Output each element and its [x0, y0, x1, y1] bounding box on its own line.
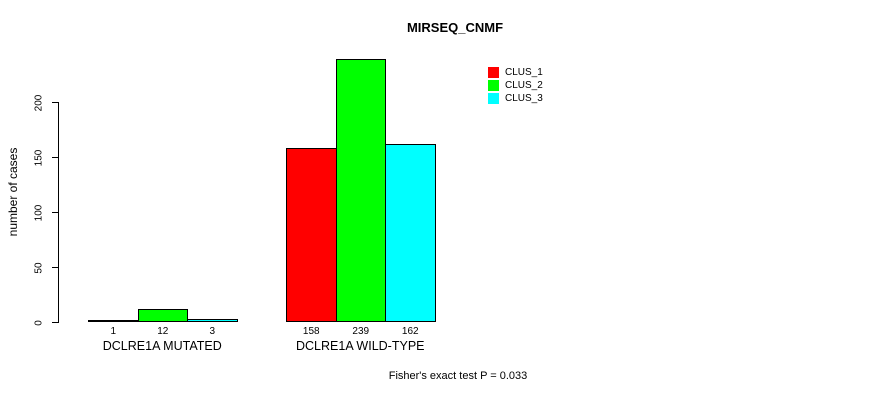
legend-label: CLUS_2 [505, 80, 543, 91]
bar-value-label: 1 [110, 326, 117, 337]
legend-swatch [488, 67, 499, 78]
bar-value-label: 239 [352, 326, 370, 337]
bar-clus_1-group1 [88, 320, 139, 322]
y-axis-tick-label: 200 [33, 94, 45, 111]
legend-item: CLUS_3 [488, 92, 543, 105]
legend-swatch [488, 93, 499, 104]
legend-label: CLUS_3 [505, 93, 543, 104]
y-axis [58, 102, 59, 323]
category-label: DCLRE1A MUTATED [102, 339, 222, 353]
legend-label: CLUS_1 [505, 67, 543, 78]
bar-value-label: 3 [209, 326, 216, 337]
y-axis-tick [52, 267, 58, 268]
y-axis-tick-label: 0 [33, 319, 45, 326]
legend-item: CLUS_2 [488, 79, 543, 92]
y-axis-tick-label: 150 [33, 149, 45, 166]
bar-value-label: 158 [302, 326, 320, 337]
y-axis-tick [52, 102, 58, 103]
bar-value-label: 12 [157, 326, 169, 337]
legend-swatch [488, 80, 499, 91]
bar-clus_1-group2 [286, 148, 337, 322]
legend-item: CLUS_1 [488, 66, 543, 79]
y-axis-tick-label: 100 [33, 204, 45, 221]
bar-clus_2-group2 [335, 59, 386, 322]
chart-title: MIRSEQ_CNMF [406, 20, 504, 35]
category-label: DCLRE1A WILD-TYPE [295, 339, 425, 353]
y-axis-tick [52, 212, 58, 213]
y-axis-tick-label: 50 [33, 261, 45, 274]
y-axis-tick [52, 322, 58, 323]
bar-value-label: 162 [401, 326, 419, 337]
annotation-text: Fisher's exact test P = 0.033 [388, 370, 528, 382]
legend: CLUS_1 CLUS_2 CLUS_3 [488, 66, 543, 105]
y-axis-tick [52, 157, 58, 158]
bar-clus_2-group1 [137, 309, 188, 322]
bar-clus_3-group2 [385, 144, 436, 322]
bar-clus_3-group1 [187, 319, 238, 322]
